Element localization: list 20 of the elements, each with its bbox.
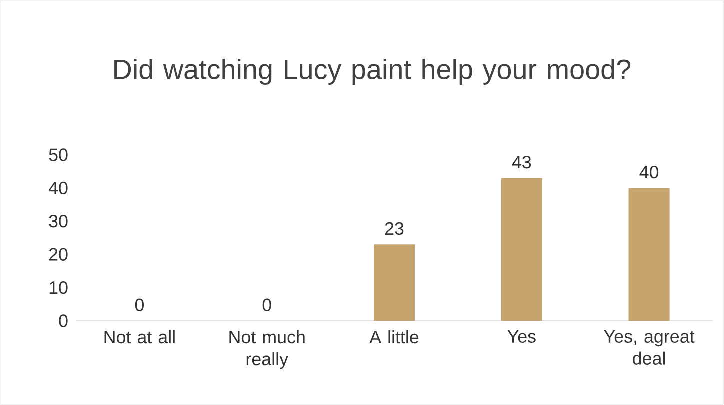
data-label: 0: [135, 298, 144, 312]
y-tick-label: 50: [49, 148, 68, 162]
y-tick-label: 40: [48, 182, 68, 195]
y-tick-label: 10: [50, 281, 68, 294]
bar: [628, 188, 670, 321]
x-tick-label: Yes, agreat deal: [604, 330, 695, 365]
y-tick-label: 20: [49, 248, 68, 261]
x-tick-label: Yes: [508, 330, 536, 344]
data-label: 0: [262, 298, 272, 312]
bar: [501, 178, 542, 321]
chart-title: Did watching Lucy paint help your mood?: [114, 59, 631, 85]
y-tick-label: 0: [59, 314, 68, 328]
bar: [374, 244, 416, 321]
data-label: 43: [512, 156, 532, 169]
y-tick-label: 30: [49, 215, 68, 228]
x-tick-label: Not much really: [230, 330, 305, 370]
x-tick-label: A little: [370, 330, 419, 344]
data-label: 23: [385, 222, 404, 236]
data-label: 40: [640, 166, 659, 179]
x-tick-label: Not at all: [104, 330, 175, 344]
